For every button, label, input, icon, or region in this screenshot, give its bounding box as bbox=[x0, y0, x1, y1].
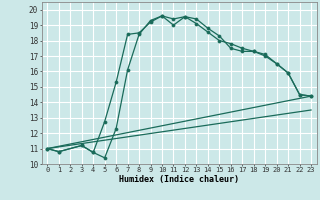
X-axis label: Humidex (Indice chaleur): Humidex (Indice chaleur) bbox=[119, 175, 239, 184]
